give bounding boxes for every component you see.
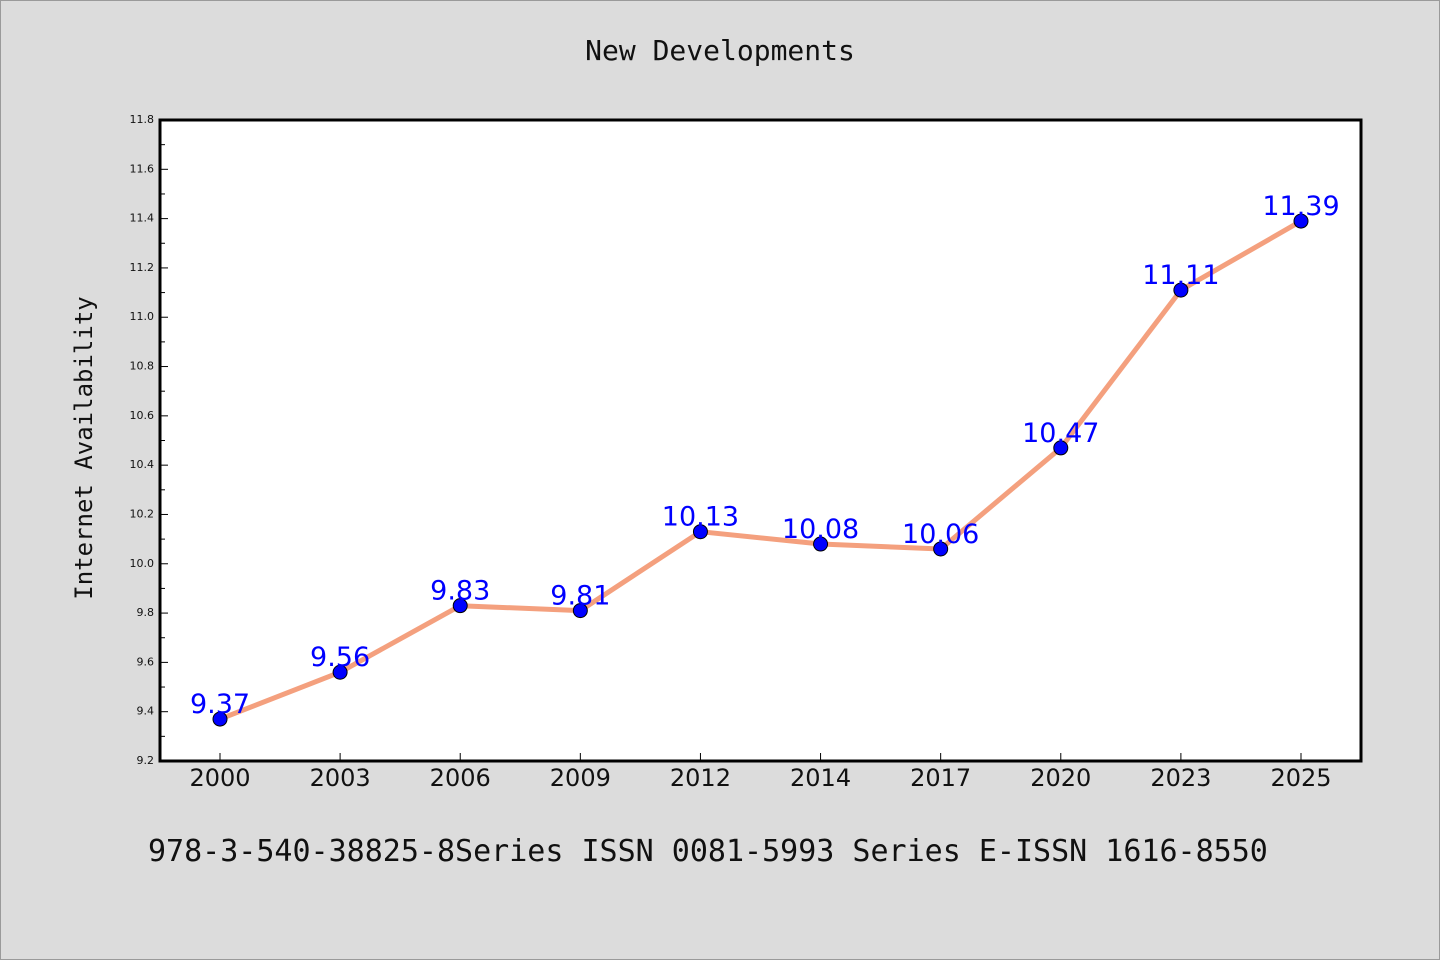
y-tick-label: 11.8 [130, 113, 155, 126]
data-label: 10.13 [662, 502, 739, 533]
x-tick-label: 2006 [430, 764, 491, 792]
y-tick-label: 11.0 [130, 310, 155, 323]
y-tick-label: 9.8 [137, 606, 155, 619]
y-tick-label: 10.0 [130, 557, 155, 570]
y-tick-label: 10.8 [130, 360, 155, 373]
y-tick-label: 10.2 [130, 507, 155, 520]
footer-isbn-issn: 978-3-540-38825-8Series ISSN 0081-5993 S… [148, 834, 1268, 869]
data-point [933, 541, 949, 557]
y-tick-label: 11.4 [130, 212, 155, 225]
data-label: 9.37 [190, 689, 250, 720]
data-point [212, 711, 228, 727]
data-point [1173, 282, 1189, 298]
x-tick-label: 2000 [189, 764, 250, 792]
x-tick-label: 2023 [1150, 764, 1211, 792]
y-tick-label: 10.4 [130, 458, 155, 471]
y-axis-label: Internet Availability [70, 296, 98, 599]
data-label: 11.11 [1142, 260, 1219, 291]
y-tick-label: 9.6 [137, 655, 155, 668]
data-point [1293, 213, 1309, 229]
x-tick-label: 2014 [790, 764, 851, 792]
plot-border [158, 118, 1363, 763]
y-tick-label: 11.2 [130, 261, 155, 274]
data-point [692, 524, 708, 540]
data-labels: 9.37 9.56 9.83 9.81 10.13 10.08 10.06 10.47 11.1… [190, 191, 1340, 720]
x-tick-label: 2020 [1030, 764, 1091, 792]
data-label: 9.56 [310, 642, 370, 673]
chart-title: New Developments [585, 34, 855, 67]
data-label: 9.83 [430, 576, 490, 607]
x-tick-label: 2025 [1270, 764, 1331, 792]
plot-area [160, 120, 1361, 761]
y-axis: 9.2 9.4 9.6 9.8 10.0 10.2 10.4 10.6 10.8 11.0 11.2… [130, 113, 168, 767]
data-point [332, 664, 348, 680]
data-point [1053, 440, 1069, 456]
data-label: 11.39 [1262, 191, 1339, 222]
y-tick-label: 10.6 [130, 409, 155, 422]
y-tick-label: 9.2 [137, 754, 155, 767]
y-tick-label: 9.4 [137, 705, 155, 718]
data-label: 9.81 [550, 581, 610, 612]
x-tick-label: 2012 [670, 764, 731, 792]
series-line [217, 218, 1304, 722]
data-label: 10.06 [902, 519, 979, 550]
data-label: 10.08 [782, 514, 859, 545]
x-tick-label: 2017 [910, 764, 971, 792]
x-tick-label: 2009 [550, 764, 611, 792]
data-label: 10.47 [1022, 418, 1099, 449]
data-markers [212, 213, 1309, 727]
data-point [813, 536, 829, 552]
y-tick-label: 11.6 [130, 162, 155, 175]
data-point [452, 598, 468, 614]
x-axis: 2000 2003 2006 2009 2012 2014 2017 2020 2023 2025 [189, 753, 1332, 792]
x-tick-label: 2003 [310, 764, 371, 792]
data-point [572, 603, 588, 619]
